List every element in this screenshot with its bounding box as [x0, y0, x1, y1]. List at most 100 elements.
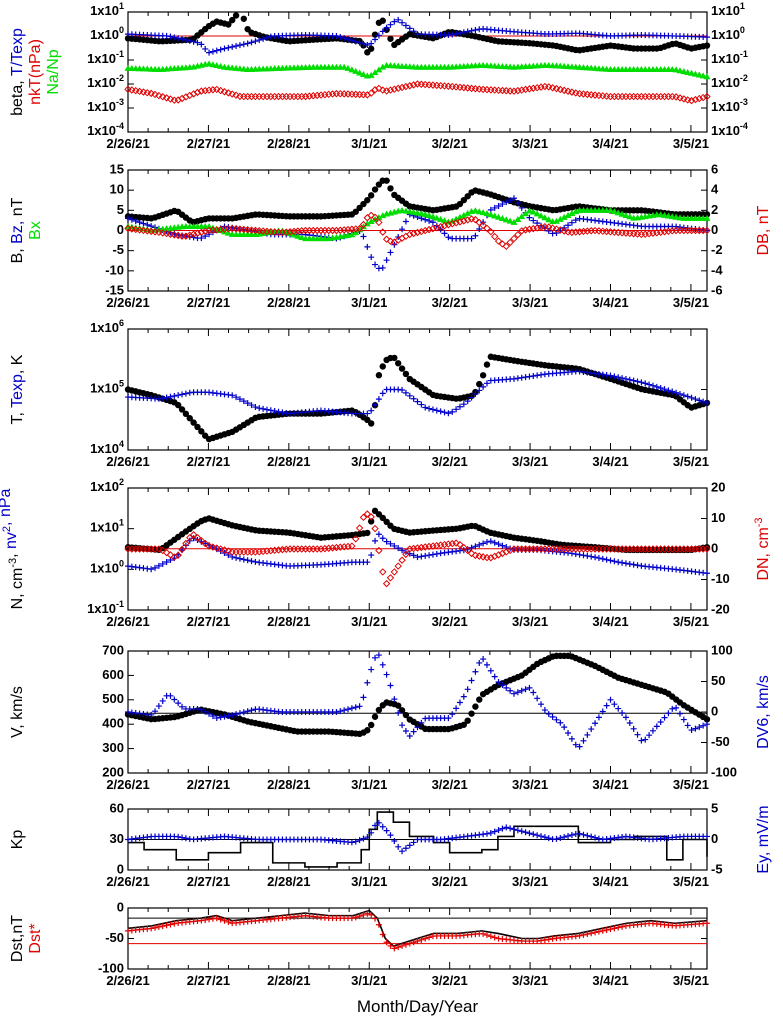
- data-point: [541, 707, 548, 714]
- data-point: [175, 392, 182, 399]
- date-tick-label: 3/2/21: [432, 777, 468, 792]
- data-point: [364, 834, 371, 841]
- data-point: [495, 541, 502, 548]
- data-point: [209, 713, 216, 720]
- series-t: [124, 353, 711, 443]
- data-point: [386, 237, 395, 245]
- panel-v: 2/26/21 2/27/21 2/28/21 3/1/21 3/2/21 3/3/21 3…: [9, 642, 772, 792]
- data-point: [371, 186, 379, 193]
- date-tick-label: 2/28/21: [267, 454, 310, 469]
- data-point: [225, 21, 232, 28]
- data-point: [487, 228, 495, 236]
- series-t-texp: [125, 16, 710, 56]
- data-point: [383, 538, 390, 545]
- data-point: [229, 392, 236, 399]
- data-point: [525, 85, 534, 93]
- data-point: [271, 407, 278, 414]
- data-point: [387, 35, 394, 42]
- data-point: [460, 217, 468, 225]
- data-point: [452, 215, 460, 222]
- date-tick-label: 2/28/21: [267, 136, 310, 151]
- data-point: [364, 41, 371, 48]
- data-point: [360, 40, 367, 47]
- data-point: [159, 923, 166, 930]
- data-point: [217, 227, 225, 234]
- data-point: [386, 574, 395, 582]
- plot-frame: [127, 328, 708, 451]
- data-point: [530, 831, 537, 838]
- data-point: [560, 86, 568, 95]
- data-point: [703, 545, 711, 553]
- y2-tick-label: 4: [711, 182, 719, 197]
- data-point: [217, 46, 224, 53]
- date-tick-label: 3/5/21: [673, 874, 709, 889]
- series-na-np: [124, 60, 711, 80]
- data-point: [687, 96, 696, 105]
- date-tick-label: 2/28/21: [267, 777, 310, 792]
- data-point: [463, 216, 472, 224]
- data-point: [507, 197, 514, 204]
- date-tick-label: 3/5/21: [673, 614, 709, 629]
- data-point: [371, 69, 379, 76]
- data-point: [445, 234, 452, 241]
- data-point: [213, 915, 220, 922]
- y-tick-label: -10: [105, 262, 124, 277]
- data-point: [270, 92, 279, 101]
- data-point: [348, 915, 355, 922]
- data-point: [703, 226, 711, 235]
- data-point: [368, 911, 375, 918]
- data-point: [186, 37, 193, 44]
- data-point: [476, 696, 483, 703]
- data-point: [557, 719, 564, 726]
- data-point: [399, 19, 406, 26]
- data-point: [275, 408, 282, 415]
- data-point: [453, 705, 460, 712]
- data-point: [603, 926, 610, 933]
- data-point: [186, 415, 193, 422]
- y2-tick-label: 20: [711, 479, 725, 494]
- date-tick-label: 3/2/21: [432, 295, 468, 310]
- data-point: [669, 705, 676, 712]
- data-point: [503, 199, 510, 206]
- data-point: [688, 727, 695, 734]
- y2-tick-label: 0: [711, 540, 718, 555]
- data-point: [348, 839, 355, 846]
- data-point: [703, 42, 711, 49]
- data-point: [379, 363, 386, 370]
- data-point: [155, 545, 163, 553]
- data-point: [355, 224, 364, 233]
- date-tick-label: 2/27/21: [187, 874, 230, 889]
- data-point: [387, 21, 394, 28]
- y-tick-label: 1x10-1: [87, 49, 124, 66]
- data-point: [538, 833, 545, 840]
- data-point: [526, 684, 533, 691]
- date-tick-label: 3/5/21: [673, 295, 709, 310]
- data-point: [402, 845, 409, 852]
- data-point: [422, 216, 429, 223]
- data-point: [518, 227, 526, 235]
- data-point: [487, 830, 494, 837]
- data-point: [171, 34, 178, 41]
- date-tick-label: 3/5/21: [673, 136, 709, 151]
- data-point: [634, 731, 641, 738]
- y-tick-label: 1x10-2: [87, 73, 124, 90]
- data-point: [364, 410, 371, 417]
- data-point: [379, 514, 386, 522]
- data-point: [688, 394, 695, 401]
- data-point: [476, 541, 483, 548]
- date-tick-label: 2/27/21: [187, 973, 230, 988]
- data-point: [221, 45, 228, 52]
- data-point: [367, 71, 375, 78]
- data-point: [425, 212, 433, 219]
- data-point: [533, 210, 541, 217]
- data-point: [244, 708, 251, 715]
- data-point: [444, 221, 453, 229]
- data-point: [206, 916, 213, 923]
- series-db: [124, 211, 711, 251]
- data-point: [178, 406, 186, 413]
- data-point: [371, 216, 379, 223]
- data-point: [507, 687, 514, 694]
- data-point: [421, 210, 429, 217]
- data-point: [363, 510, 372, 518]
- data-point: [198, 428, 205, 435]
